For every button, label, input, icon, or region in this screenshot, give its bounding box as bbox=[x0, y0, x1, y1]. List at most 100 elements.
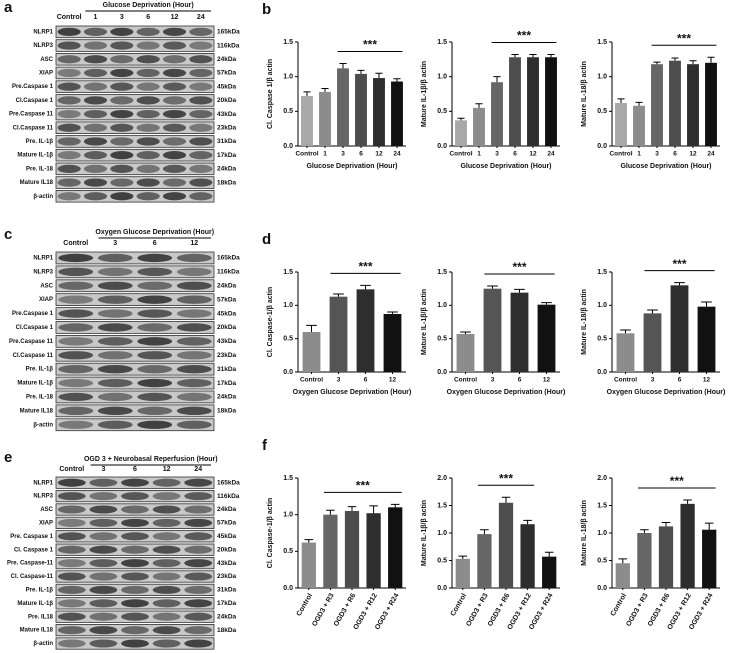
bar bbox=[697, 306, 716, 372]
bar bbox=[455, 120, 467, 146]
y-tick-label: 0.0 bbox=[597, 143, 607, 150]
blot-band bbox=[58, 281, 94, 290]
blot-band bbox=[137, 323, 173, 332]
blot-band bbox=[57, 96, 81, 105]
bar bbox=[301, 96, 313, 146]
error-bar bbox=[523, 519, 532, 525]
blot-band bbox=[184, 505, 213, 514]
x-tick-label: OGD3 + R6 bbox=[647, 592, 671, 627]
error-bar bbox=[544, 551, 554, 557]
blot-strip bbox=[55, 162, 215, 176]
x-tick-label: 24 bbox=[547, 151, 555, 158]
blot-band bbox=[136, 151, 160, 160]
x-tick-label: 12 bbox=[689, 151, 697, 158]
blot-kda: 18kDa bbox=[217, 627, 237, 634]
error-bar bbox=[683, 499, 692, 504]
blot-band bbox=[83, 68, 108, 78]
blot-kda: 31kDa bbox=[217, 138, 237, 145]
blot-band bbox=[89, 612, 118, 621]
blot-row-label: Cl. Caspase 1 bbox=[14, 547, 54, 553]
blot-band bbox=[152, 505, 181, 514]
panel-letter: d bbox=[262, 231, 271, 248]
blot-band bbox=[83, 82, 108, 91]
blot-band bbox=[110, 151, 134, 160]
blot-band bbox=[58, 364, 94, 374]
blot-band bbox=[162, 82, 187, 91]
error-bar bbox=[321, 87, 329, 92]
bar bbox=[344, 511, 360, 588]
blot-kda: 18kDa bbox=[217, 179, 237, 186]
blot-row-label: Pre.Caspase 11 bbox=[9, 339, 54, 345]
blot-strip bbox=[55, 293, 215, 307]
y-tick-label: 1.5 bbox=[597, 502, 607, 509]
blot-strip bbox=[55, 362, 215, 376]
blot-band bbox=[162, 27, 187, 36]
blot-row-label: XIAP bbox=[39, 520, 53, 526]
blot-strip bbox=[55, 390, 215, 404]
x-tick-label: Control bbox=[609, 151, 632, 158]
lane-label: Control bbox=[57, 14, 82, 21]
blot-band bbox=[58, 309, 94, 318]
blot-band bbox=[121, 599, 149, 608]
error-bar bbox=[487, 285, 498, 289]
x-axis-label: Oxygen Glucose Deprivation (Hour) bbox=[293, 389, 412, 396]
blot-band bbox=[110, 68, 134, 78]
blot-band bbox=[110, 27, 134, 36]
blot-band bbox=[57, 626, 86, 635]
blot-kda: 23kDa bbox=[217, 352, 237, 359]
blot-band bbox=[137, 281, 173, 290]
blot-band bbox=[189, 137, 213, 146]
blot-strip bbox=[55, 279, 215, 293]
blot-kda: 24kDa bbox=[217, 56, 237, 63]
blot-band bbox=[83, 137, 108, 146]
blot-band bbox=[152, 492, 181, 501]
blot-band bbox=[184, 518, 213, 527]
error-bar bbox=[704, 522, 714, 530]
bar bbox=[301, 542, 316, 588]
blot-band bbox=[110, 178, 134, 187]
bar bbox=[705, 62, 717, 146]
blot-band bbox=[152, 559, 181, 568]
blot-band bbox=[57, 27, 81, 36]
blot-strip bbox=[55, 121, 215, 135]
blot-strip bbox=[55, 189, 215, 203]
error-bar bbox=[671, 57, 679, 61]
blot-row-label: Mature IL-1β bbox=[17, 381, 53, 387]
blot-band bbox=[121, 639, 149, 648]
blot-band bbox=[137, 253, 173, 263]
blot-band bbox=[184, 612, 213, 621]
blot-band bbox=[152, 572, 181, 581]
bar bbox=[643, 313, 662, 372]
blot-band bbox=[189, 164, 213, 173]
blot-strip bbox=[55, 39, 215, 52]
blot-band bbox=[58, 406, 94, 416]
blot-row-label: NLRP1 bbox=[33, 256, 53, 262]
blot-kda: 31kDa bbox=[217, 366, 237, 373]
blot-kda: 116kDa bbox=[217, 493, 240, 500]
blot-kda: 43kDa bbox=[217, 560, 237, 567]
blot-band bbox=[121, 612, 149, 621]
x-tick-label: 6 bbox=[364, 377, 368, 384]
blot-band bbox=[189, 151, 213, 160]
blot-band bbox=[162, 41, 187, 50]
blot-band bbox=[58, 337, 94, 346]
blot-band bbox=[176, 392, 212, 402]
blot-band bbox=[97, 351, 133, 360]
bar bbox=[483, 288, 502, 372]
y-tick-label: 1.0 bbox=[437, 74, 447, 81]
bar bbox=[355, 73, 367, 146]
x-axis-label: Oxygen Glucose Deprivation (Hour) bbox=[607, 389, 726, 396]
x-tick-label: Control bbox=[300, 377, 323, 384]
blot-band bbox=[162, 192, 187, 201]
x-tick-label: OGD3 + R3 bbox=[311, 592, 335, 627]
bar bbox=[383, 314, 402, 372]
blot-band bbox=[57, 599, 86, 608]
blot-band bbox=[189, 55, 213, 64]
significance-label: *** bbox=[517, 29, 531, 43]
y-axis-label: Mature IL-1β/β actin bbox=[421, 289, 428, 355]
blot-kda: 43kDa bbox=[217, 111, 237, 118]
error-bar bbox=[653, 61, 661, 65]
panel-letter: a bbox=[4, 0, 13, 16]
error-bar bbox=[306, 324, 317, 332]
bar bbox=[455, 558, 470, 588]
